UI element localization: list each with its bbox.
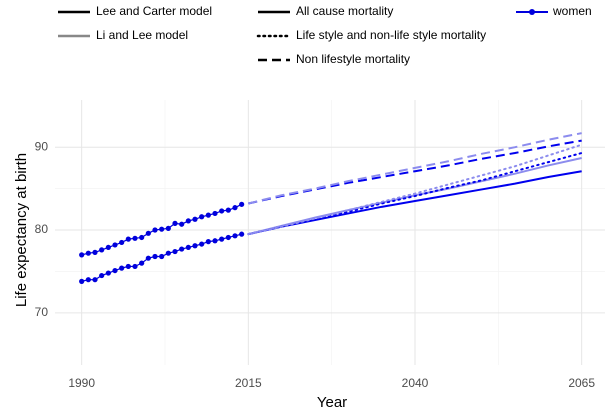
data-point: [79, 278, 85, 284]
data-point: [225, 207, 231, 213]
data-point: [139, 260, 145, 266]
legend-label: Non lifestyle mortality: [296, 52, 410, 66]
data-point: [139, 234, 145, 241]
data-point: [239, 231, 245, 237]
x-tick-label: 1990: [68, 376, 95, 390]
data-point: [99, 272, 105, 279]
data-point: [159, 226, 165, 232]
data-point: [145, 255, 151, 261]
y-tick-label: 70: [35, 305, 49, 319]
data-point: [92, 277, 98, 283]
data-point: [219, 208, 225, 214]
data-point: [125, 263, 131, 270]
y-tick-label: 80: [35, 222, 49, 236]
legend-label: Li and Lee model: [96, 28, 188, 42]
x-tick-label: 2065: [568, 376, 595, 390]
data-point: [219, 236, 225, 242]
data-point: [232, 233, 238, 239]
data-point: [185, 244, 191, 251]
data-point: [165, 250, 171, 256]
data-point: [192, 216, 198, 222]
data-point: [152, 253, 158, 260]
data-point: [112, 267, 118, 274]
data-point: [205, 212, 211, 218]
data-point: [199, 241, 205, 247]
data-point: [212, 238, 218, 244]
legend-label: Life style and non-life style mortality: [296, 28, 486, 42]
legend-label: Lee and Carter model: [96, 4, 212, 18]
data-point: [192, 243, 198, 249]
data-point: [152, 227, 158, 233]
data-point: [132, 263, 138, 270]
legend-label: women: [552, 4, 592, 18]
data-point: [239, 201, 245, 207]
data-point: [85, 277, 91, 283]
data-point: [205, 239, 211, 245]
data-point: [119, 239, 125, 246]
data-point: [112, 242, 118, 248]
data-point: [79, 252, 85, 258]
data-point: [92, 249, 98, 255]
y-tick-label: 90: [35, 139, 49, 153]
series-line: [247, 143, 583, 236]
data-point: [145, 230, 151, 236]
series-line: [248, 132, 582, 205]
x-tick-label: 2040: [402, 376, 429, 390]
data-point: [212, 210, 218, 217]
data-point: [85, 250, 91, 256]
data-point: [179, 221, 185, 227]
data-point: [179, 246, 185, 252]
data-point: [225, 234, 231, 241]
data-point: [199, 214, 205, 220]
legend-label: All cause mortality: [296, 4, 393, 18]
data-point: [172, 220, 178, 226]
data-point: [232, 205, 238, 211]
data-point: [165, 225, 171, 231]
x-axis-title: Year: [317, 394, 347, 411]
data-point: [185, 218, 191, 224]
data-point: [99, 247, 105, 253]
data-point: [159, 253, 165, 260]
x-tick-label: 2015: [235, 376, 262, 390]
data-point: [105, 270, 111, 276]
legend-key: [529, 9, 535, 15]
data-point: [119, 265, 125, 271]
data-point: [172, 248, 178, 255]
data-point: [132, 235, 138, 241]
data-point: [125, 236, 131, 242]
data-point: [105, 244, 111, 251]
y-axis-title: Life expectancy at birth: [13, 153, 30, 307]
